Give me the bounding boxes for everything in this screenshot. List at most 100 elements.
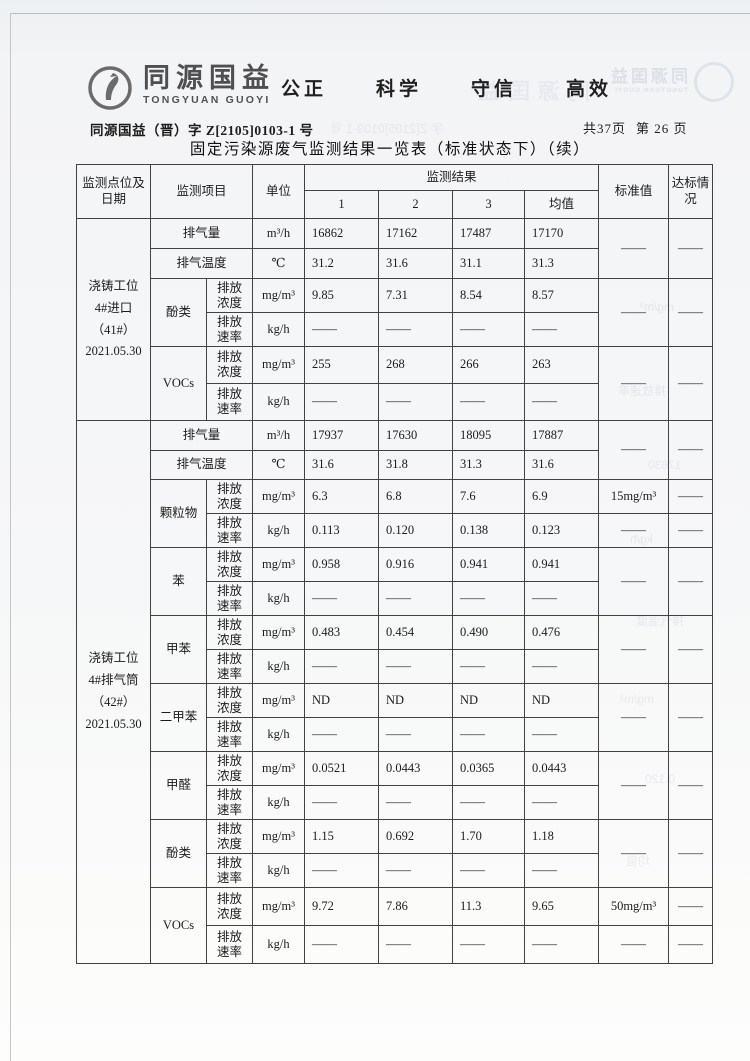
value-cell: ——: [524, 649, 600, 684]
value-cell: ——: [378, 785, 454, 820]
unit-cell: kg/h: [252, 649, 306, 684]
status-cell: ——: [668, 819, 714, 888]
unit-cell: m³/h: [252, 218, 306, 249]
unit-cell: kg/h: [252, 513, 306, 548]
unit-cell: mg/m³: [252, 547, 306, 582]
status-cell: ——: [668, 887, 714, 926]
subitem-cell: 排放浓度: [205, 615, 254, 650]
unit-cell: mg/m³: [252, 346, 306, 384]
pollutant-cell: 酚类: [150, 278, 207, 347]
pollutant-cell: 二甲苯: [150, 683, 207, 752]
value-cell: ——: [304, 383, 380, 421]
value-cell: 0.941: [452, 547, 526, 582]
unit-cell: mg/m³: [252, 479, 306, 514]
slogan-word: 公正: [281, 79, 328, 100]
value-cell: 8.57: [524, 278, 600, 313]
value-cell: 0.941: [524, 547, 600, 582]
value-cell: ——: [378, 649, 454, 684]
value-cell: 1.70: [452, 819, 526, 854]
value-cell: 6.3: [304, 479, 380, 514]
value-cell: 6.8: [378, 479, 454, 514]
value-cell: ——: [524, 785, 600, 820]
value-cell: 31.3: [524, 248, 600, 279]
value-cell: ——: [378, 383, 454, 421]
std-cell: ——: [598, 278, 670, 347]
page-edge-left: [10, 13, 11, 1061]
status-cell: ——: [668, 615, 714, 684]
value-cell: 266: [452, 346, 526, 384]
status-cell: ——: [668, 751, 714, 820]
status-cell: ——: [668, 479, 714, 514]
slogan-word: 高效: [566, 79, 613, 100]
page-current: 第 26 页: [636, 121, 688, 136]
header-point: 监测点位及日期: [76, 164, 151, 219]
subitem-cell: 排放速率: [205, 925, 254, 964]
value-cell: 17170: [524, 218, 600, 249]
subitem-cell: 排放浓度: [205, 887, 254, 926]
value-cell: ——: [452, 649, 526, 684]
std-cell: ——: [598, 819, 670, 888]
value-cell: ——: [378, 581, 454, 616]
document-number: 同源国益（晋）字 Z[2105]0103-1 号: [90, 123, 314, 138]
value-cell: ——: [452, 581, 526, 616]
value-cell: ——: [304, 717, 380, 752]
value-cell: ——: [524, 581, 600, 616]
value-cell: ——: [452, 925, 526, 964]
monitoring-results-table: 监测点位及日期 监测项目 单位 监测结果 标准值 达标情况 1 2 3 均值 浇…: [76, 164, 714, 964]
pollutant-cell: 颗粒物: [150, 479, 207, 548]
subitem-cell: 排放浓度: [205, 278, 254, 313]
value-cell: 255: [304, 346, 380, 384]
value-cell: 17937: [304, 420, 380, 451]
value-cell: 7.31: [378, 278, 454, 313]
value-cell: 0.0443: [378, 751, 454, 786]
bleed-through-brand: 同源国益: [608, 67, 688, 86]
item-label-cell: 排气温度: [149, 450, 254, 480]
point-cell: 浇铸工位 4#进口 （41#） 2021.05.30: [76, 218, 151, 421]
value-cell: 31.1: [452, 248, 526, 279]
value-cell: ——: [452, 312, 526, 347]
std-cell: ——: [598, 346, 670, 421]
value-cell: ——: [452, 853, 526, 888]
item-label-cell: 排气量: [149, 420, 254, 451]
value-cell: 1.15: [304, 819, 380, 854]
unit-cell: mg/m³: [252, 278, 306, 313]
value-cell: 0.113: [304, 513, 380, 548]
unit-cell: mg/m³: [252, 615, 306, 650]
value-cell: ND: [524, 683, 600, 718]
status-cell: ——: [668, 547, 714, 616]
subitem-cell: 排放浓度: [205, 547, 254, 582]
value-cell: 18095: [452, 420, 526, 451]
value-cell: 6.9: [524, 479, 600, 514]
value-cell: 17487: [452, 218, 526, 249]
value-cell: 31.6: [524, 450, 600, 480]
value-cell: 263: [524, 346, 600, 384]
value-cell: 0.916: [378, 547, 454, 582]
value-cell: ——: [452, 717, 526, 752]
slogan-word: 守信: [471, 79, 518, 100]
subitem-cell: 排放浓度: [205, 683, 254, 718]
item-label-cell: 排气量: [149, 218, 254, 249]
point-line: 4#排气筒: [88, 673, 139, 688]
unit-cell: mg/m³: [252, 683, 306, 718]
value-cell: 9.72: [304, 887, 380, 926]
unit-cell: kg/h: [252, 853, 306, 888]
subitem-cell: 排放速率: [205, 785, 254, 820]
value-cell: 7.6: [452, 479, 526, 514]
value-cell: 0.123: [524, 513, 600, 548]
brand-name: 同源国益: [143, 63, 275, 93]
header-status: 达标情况: [668, 164, 714, 219]
bleed-through-brand-en: TONGYUAN GUOYI: [614, 87, 688, 94]
status-cell: ——: [668, 925, 714, 964]
value-cell: 0.958: [304, 547, 380, 582]
value-cell: 1.18: [524, 819, 600, 854]
value-cell: 0.0443: [524, 751, 600, 786]
value-cell: 9.65: [524, 887, 600, 926]
header-run1: 1: [304, 190, 380, 219]
value-cell: ——: [304, 312, 380, 347]
unit-cell: kg/h: [252, 581, 306, 616]
status-cell: ——: [668, 346, 714, 421]
status-cell: ——: [668, 278, 714, 347]
value-cell: 17887: [524, 420, 600, 451]
unit-cell: m³/h: [252, 420, 306, 451]
slogan-word: 科学: [376, 79, 423, 100]
